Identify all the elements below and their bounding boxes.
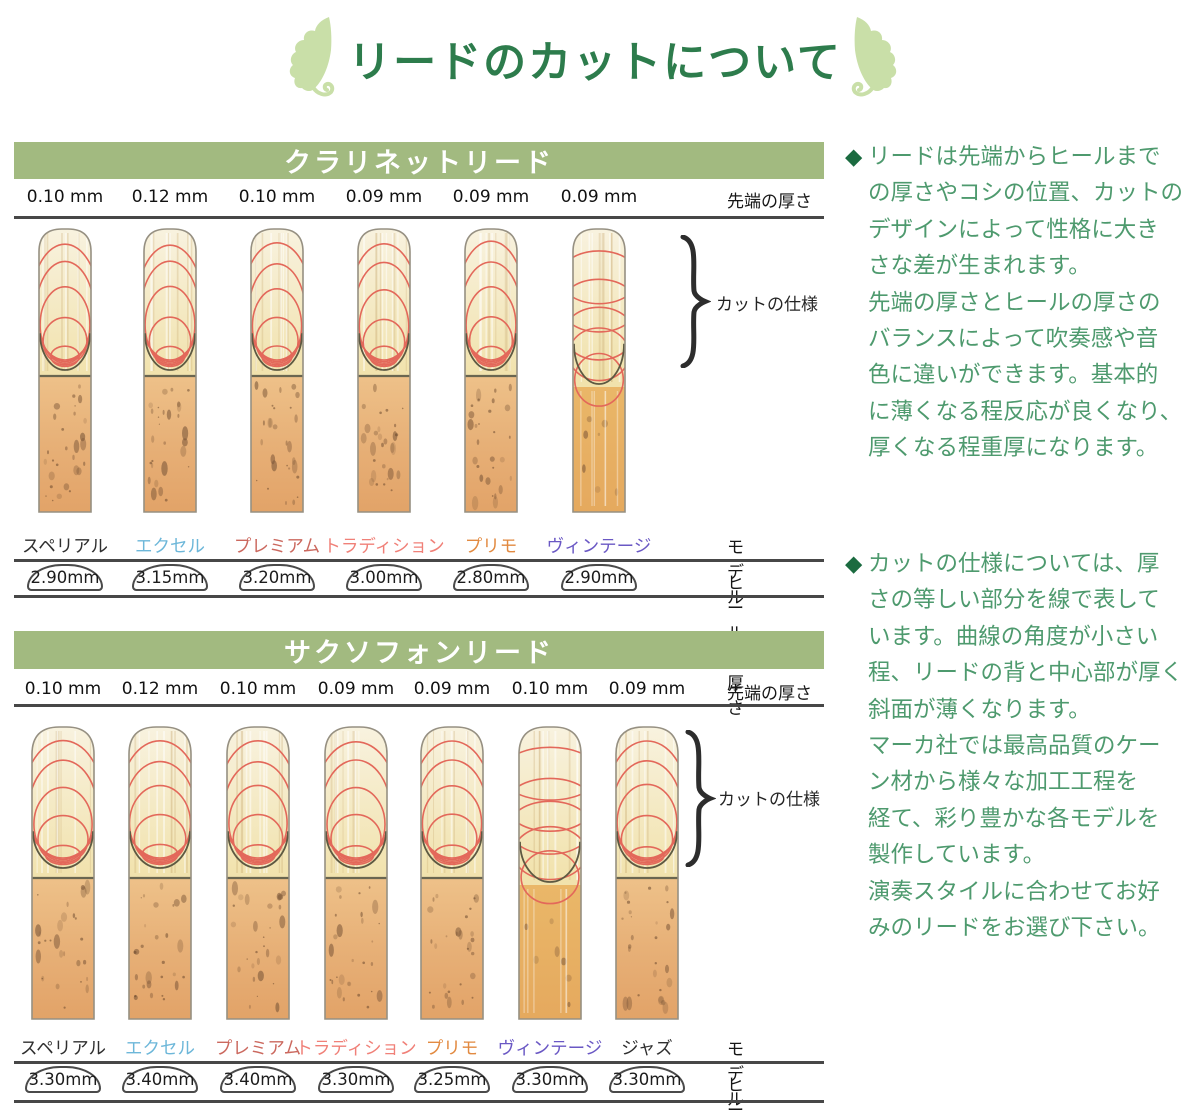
divider-line [14, 704, 824, 707]
divider-line [14, 1100, 824, 1104]
page-title: リードのカットについて [348, 38, 842, 88]
heel-thickness-badge: 3.15mm [132, 564, 208, 591]
section-header-bar: サクソフォンリード [14, 631, 824, 669]
divider-line [14, 595, 824, 599]
model-name: トラディション [323, 537, 445, 557]
model-name: ジャズ [621, 1039, 673, 1059]
model-name: エクセル [125, 1039, 195, 1059]
model-name: エクセル [135, 537, 205, 557]
tip-thickness-value: 0.10 mm [26, 187, 104, 207]
info-paragraph-2: ◆ カットの仕様については、厚 さの等しい部分を線で表して います。曲線の角度が… [845, 546, 1185, 946]
tip-thickness-value: 0.09 mm [608, 679, 686, 699]
section-header-bar: クラリネットリード [14, 142, 824, 179]
info-paragraph-1-text: リードは先端からヒールまで の厚さやコシの位置、カットの デザインによって性格に… [868, 144, 1184, 462]
cut-spec-label: カットの仕様 [718, 790, 820, 810]
reed-illustration [518, 726, 582, 1020]
reed-illustration [226, 726, 290, 1020]
reed-illustration [250, 228, 304, 513]
heel-row-label: ヒールの厚さ [727, 1076, 744, 1110]
reed-illustration [464, 228, 518, 513]
heel-thickness-badge: 3.30mm [512, 1066, 588, 1093]
tip-thickness-value: 0.09 mm [317, 679, 395, 699]
tip-thickness-value: 0.09 mm [452, 187, 530, 207]
heel-thickness-badge: 3.20mm [239, 564, 315, 591]
reed-illustration [615, 726, 679, 1020]
model-name: ヴィンテージ [546, 537, 652, 557]
leaf-right-icon [851, 17, 897, 97]
tip-thickness-value: 0.09 mm [345, 187, 423, 207]
reed-illustration [38, 228, 92, 513]
info-paragraph-1: ◆ リードは先端からヒールまで の厚さやコシの位置、カットの デザインによって性… [845, 139, 1185, 467]
heel-thickness-badge: 3.30mm [318, 1066, 394, 1093]
tip-thickness-value: 0.10 mm [511, 679, 589, 699]
tip-thickness-value: 0.10 mm [219, 679, 297, 699]
model-name: ヴィンテージ [497, 1039, 603, 1059]
model-name: スペリアル [19, 1039, 107, 1059]
cut-spec-label: カットの仕様 [716, 295, 818, 315]
heel-thickness-badge: 3.00mm [346, 564, 422, 591]
heel-thickness-badge: 3.40mm [220, 1066, 296, 1093]
tip-thickness-label: 先端の厚さ [727, 684, 812, 704]
heel-thickness-badge: 2.90mm [27, 564, 103, 591]
reed-illustration [31, 726, 95, 1020]
reed-illustration [572, 228, 626, 513]
model-row-label: モデル [727, 1040, 744, 1110]
heel-thickness-badge: 3.30mm [609, 1066, 685, 1093]
section-header-title: クラリネットリード [284, 148, 554, 179]
reed-illustration [143, 228, 197, 513]
model-name: プリモ [425, 1039, 479, 1059]
leaf-left-icon [289, 17, 335, 97]
heel-thickness-badge: 3.25mm [414, 1066, 490, 1093]
reed-illustration [324, 726, 388, 1020]
tip-thickness-value: 0.09 mm [413, 679, 491, 699]
tip-thickness-value: 0.12 mm [131, 187, 209, 207]
model-name: プレミアム [233, 537, 321, 557]
reed-illustration [420, 726, 484, 1020]
info-paragraph-2-text: カットの仕様については、厚 さの等しい部分を線で表して います。曲線の角度が小さ… [868, 551, 1184, 942]
divider-line [14, 559, 824, 562]
heel-thickness-badge: 3.30mm [25, 1066, 101, 1093]
tip-thickness-value: 0.12 mm [121, 679, 199, 699]
model-name: スペリアル [21, 537, 109, 557]
diamond-bullet: ◆ [845, 144, 863, 170]
divider-line [14, 1061, 824, 1064]
heel-thickness-badge: 2.80mm [453, 564, 529, 591]
model-name: プリモ [464, 537, 518, 557]
diamond-bullet: ◆ [845, 551, 863, 577]
cut-spec-brace [685, 730, 716, 867]
model-name: プレミアム [214, 1039, 302, 1059]
tip-thickness-value: 0.09 mm [560, 187, 638, 207]
reed-illustrations [31, 726, 679, 1020]
reed-illustration [128, 726, 192, 1020]
divider-line [14, 216, 824, 219]
heel-thickness-badge: 3.40mm [122, 1066, 198, 1093]
tip-thickness-label: 先端の厚さ [727, 192, 812, 212]
model-name: トラディション [295, 1039, 417, 1059]
tip-thickness-value: 0.10 mm [24, 679, 102, 699]
heel-thickness-badge: 2.90mm [561, 564, 637, 591]
section-header-title: サクソフォンリード [284, 637, 554, 669]
cut-spec-brace [680, 235, 711, 368]
tip-thickness-value: 0.10 mm [238, 187, 316, 207]
reed-illustrations [38, 228, 626, 513]
reed-illustration [357, 228, 411, 513]
